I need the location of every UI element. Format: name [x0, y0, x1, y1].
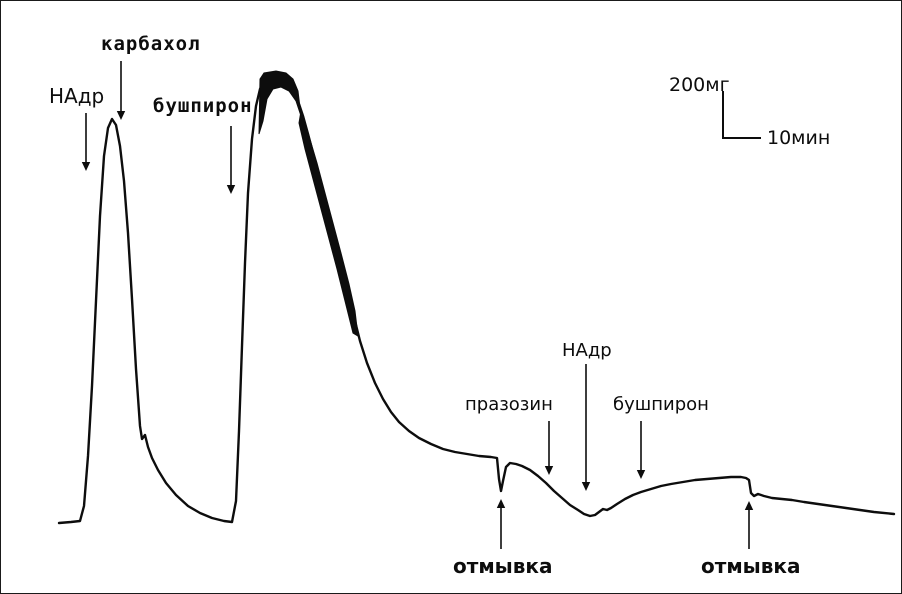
- arrow-head: [744, 501, 754, 510]
- annotation-arrow: [581, 364, 591, 491]
- annotation-arrow: [81, 113, 91, 171]
- arrow-head: [226, 185, 236, 194]
- arrow-head: [496, 499, 506, 508]
- calibration-scale-bar: [722, 91, 761, 139]
- annotation-arrow: [116, 61, 126, 120]
- relaxation-oscillation-band: [298, 110, 359, 337]
- arrow-head: [81, 162, 91, 171]
- arrow-head: [544, 466, 554, 475]
- arrow-head: [116, 111, 126, 120]
- annotation-arrow: [544, 421, 554, 475]
- annotation-arrow: [226, 126, 236, 194]
- annotation-arrow: [744, 501, 754, 549]
- arrow-head: [581, 482, 591, 491]
- tension-trace: [57, 72, 896, 525]
- arrow-head: [636, 470, 646, 479]
- summit-oscillation-band: [258, 70, 302, 135]
- annotation-arrow: [496, 499, 506, 549]
- annotation-arrow: [636, 421, 646, 479]
